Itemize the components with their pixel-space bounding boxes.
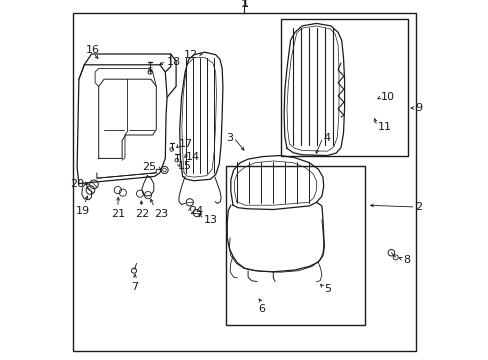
Text: 2: 2 (415, 202, 422, 212)
Text: 23: 23 (153, 209, 167, 219)
Text: 7: 7 (131, 282, 138, 292)
Text: 8: 8 (402, 255, 409, 265)
Text: 21: 21 (110, 209, 124, 219)
Text: 20: 20 (70, 179, 84, 189)
Text: 9: 9 (415, 103, 422, 113)
Text: 10: 10 (381, 92, 394, 102)
Bar (225, 166, 365, 325)
Bar (280, 19, 407, 156)
Text: 16: 16 (86, 45, 100, 55)
Text: 18: 18 (166, 57, 180, 67)
Text: 13: 13 (204, 215, 218, 225)
Text: 17: 17 (179, 139, 193, 149)
Text: 4: 4 (323, 132, 330, 143)
Text: 12: 12 (183, 50, 197, 60)
Text: 6: 6 (258, 304, 264, 314)
Text: 14: 14 (186, 152, 200, 162)
Text: 22: 22 (135, 209, 149, 219)
Text: 25: 25 (142, 162, 156, 172)
Text: 24: 24 (188, 206, 203, 216)
Text: 1: 1 (240, 0, 248, 9)
Text: 3: 3 (225, 132, 232, 143)
Text: 15: 15 (178, 161, 191, 171)
Text: 5: 5 (323, 284, 330, 294)
Text: 11: 11 (377, 122, 391, 132)
Text: 19: 19 (76, 206, 90, 216)
